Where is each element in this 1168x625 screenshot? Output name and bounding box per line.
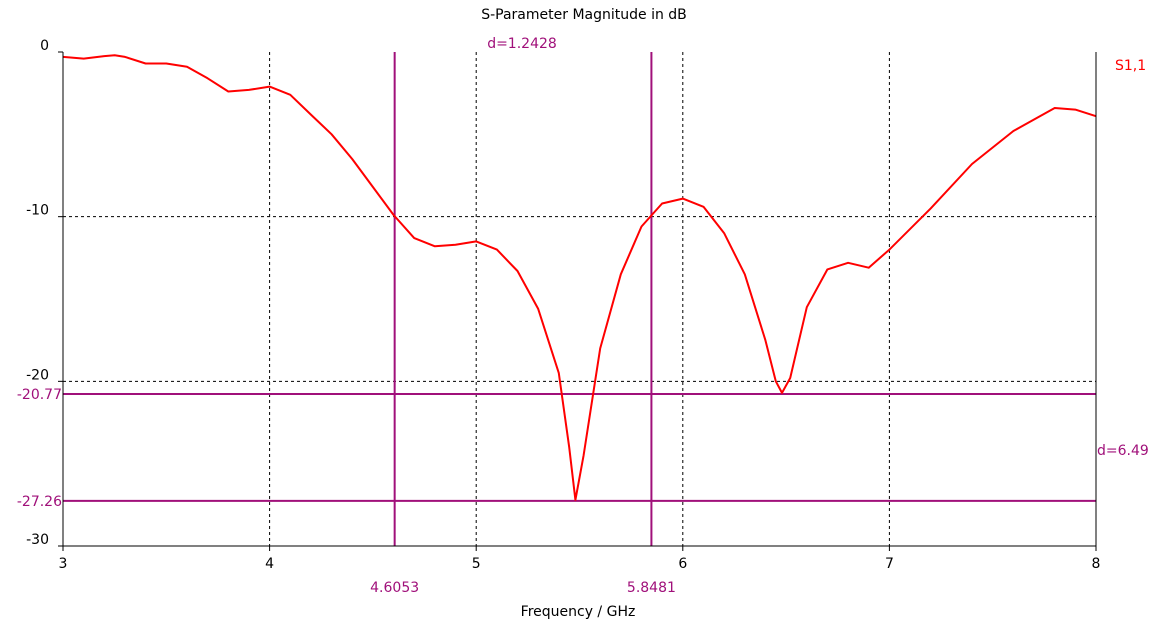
y-tick-label: 0 <box>40 38 49 54</box>
chart-title: S-Parameter Magnitude in dB <box>481 7 687 23</box>
grid-lines <box>63 52 1096 546</box>
x-tick-label: 5 <box>472 556 481 572</box>
x-tick-label: 7 <box>885 556 894 572</box>
series-line-s11 <box>62 54 1097 501</box>
y-tick-label: -30 <box>26 532 49 548</box>
x-tick-label: 8 <box>1092 556 1101 572</box>
x-tick-label: 3 <box>59 556 68 572</box>
x-tick-label: 4 <box>265 556 274 572</box>
delta-y-label: d=6.49 <box>1097 443 1149 459</box>
y-tick-label: -10 <box>26 203 49 219</box>
marker-lines: 4.6053 5.8481 -20.77 -27.26 <box>17 52 1096 596</box>
marker-horizontal-label: -27.26 <box>17 494 62 510</box>
marker-vertical-label: 5.8481 <box>627 580 676 596</box>
y-tick-label: -20 <box>26 367 49 383</box>
x-axis-label: Frequency / GHz <box>521 604 636 620</box>
marker-horizontal-label: -20.77 <box>17 387 62 403</box>
x-tick-label: 6 <box>678 556 687 572</box>
legend-entry-s11: S1,1 <box>1115 58 1146 74</box>
delta-x-label: d=1.2428 <box>487 36 557 52</box>
series-layer <box>62 54 1097 501</box>
axis-ticks: 3 4 5 6 7 8 0 -10 -20 -30 <box>26 38 1100 572</box>
marker-vertical-label: 4.6053 <box>370 580 419 596</box>
plot-frame <box>62 52 1097 547</box>
